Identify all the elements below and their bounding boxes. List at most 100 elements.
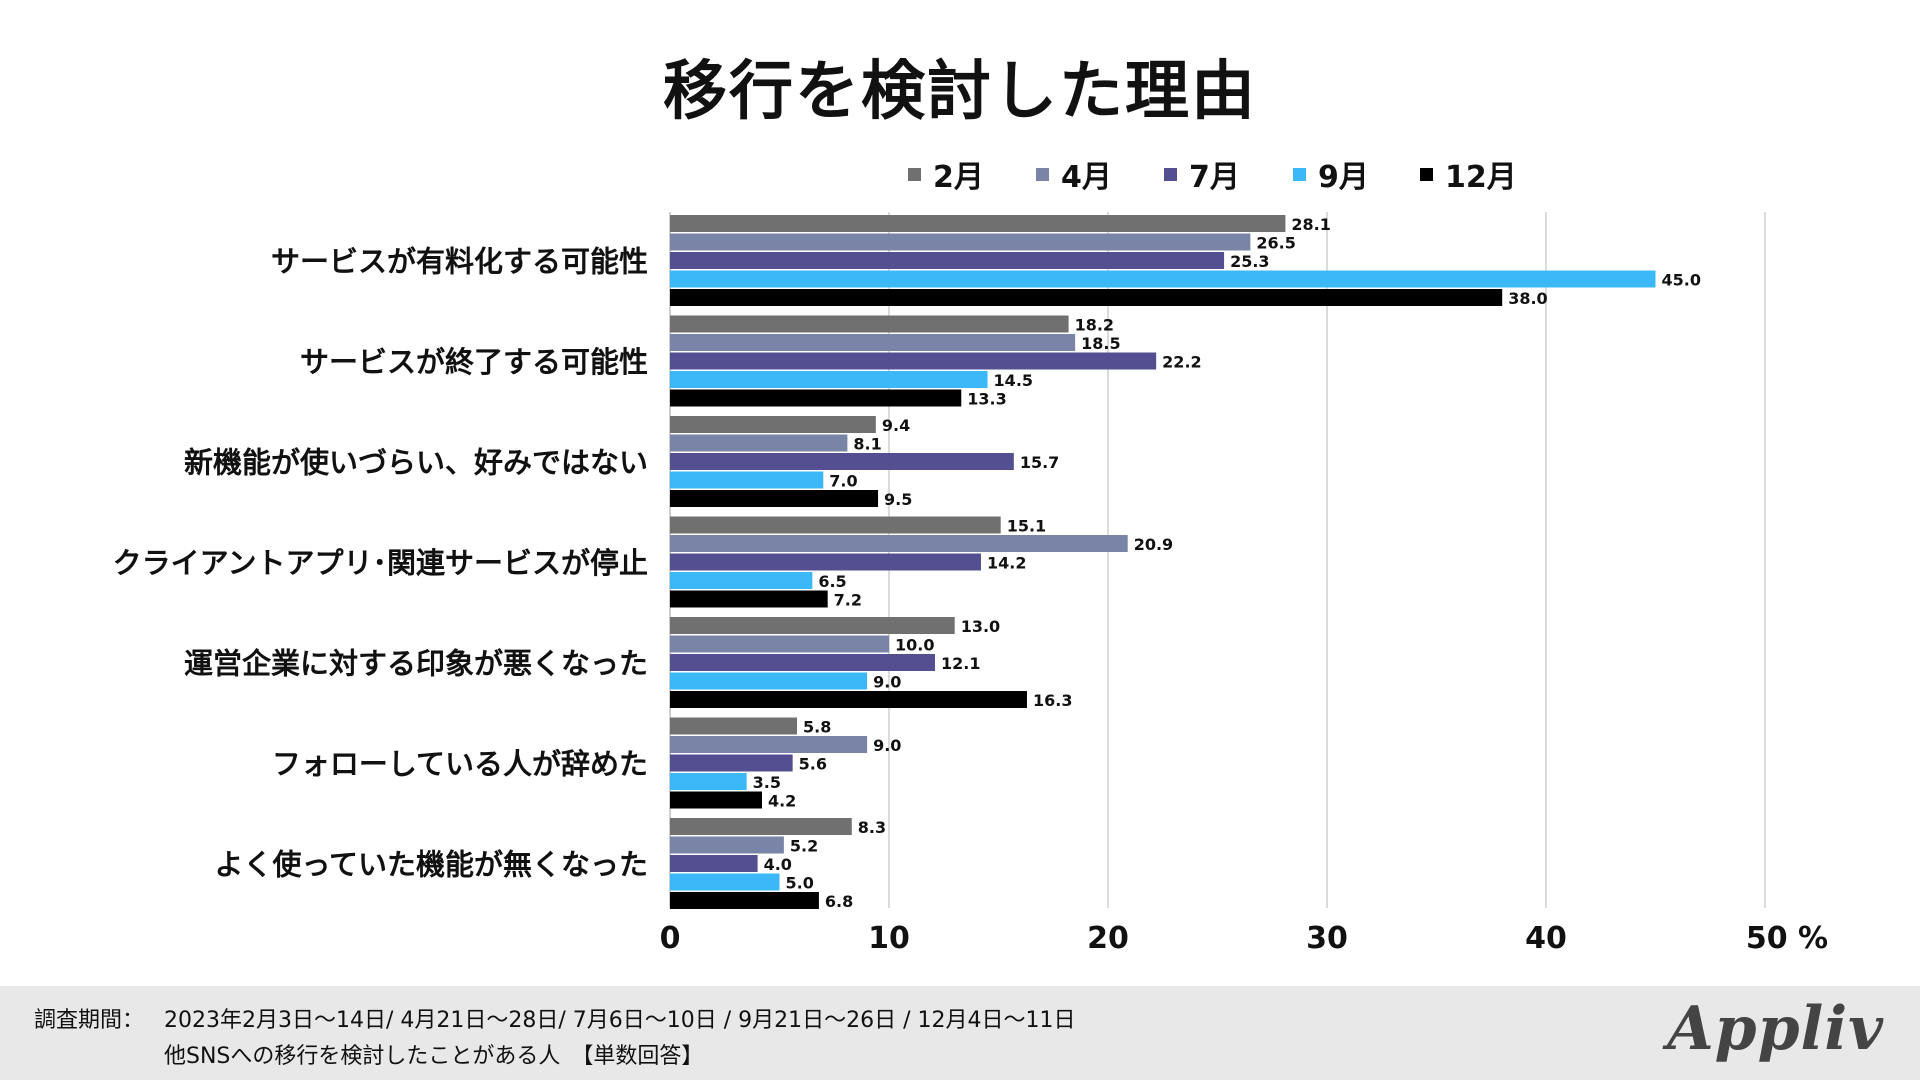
bar-value-label: 5.8 xyxy=(803,718,831,737)
survey-target-text: 他SNSへの移行を検討したことがある人 【単数回答】 xyxy=(164,1044,704,1069)
bar-value-label: 8.1 xyxy=(853,435,881,454)
bar xyxy=(670,215,1286,232)
legend-item: 4月 xyxy=(1036,152,1112,196)
legend-label: 4月 xyxy=(1061,160,1112,195)
bar-value-label: 4.2 xyxy=(768,792,796,811)
bar-value-label: 26.5 xyxy=(1256,234,1295,253)
bar-value-label: 28.1 xyxy=(1291,215,1330,234)
legend-item: 9月 xyxy=(1293,152,1369,196)
bar xyxy=(670,672,868,690)
category-label: 新機能が使いづらい、好みではない xyxy=(184,445,648,479)
bar-value-label: 38.0 xyxy=(1508,289,1547,308)
legend-item: 7月 xyxy=(1164,152,1240,196)
bar-value-label: 7.2 xyxy=(834,591,862,610)
chart-title: 移行を検討した理由 xyxy=(663,55,1257,129)
bar xyxy=(670,553,981,571)
legend-swatch xyxy=(1420,167,1433,181)
bar-value-label: 16.3 xyxy=(1033,691,1072,710)
bar xyxy=(670,416,876,433)
bar-value-label: 14.2 xyxy=(987,554,1026,573)
legend-swatch xyxy=(908,167,921,181)
bar-value-label: 13.3 xyxy=(967,390,1006,409)
bar xyxy=(670,617,955,634)
legend-label: 9月 xyxy=(1318,160,1369,195)
appliv-logo: Appliv xyxy=(1667,994,1884,1064)
bar xyxy=(670,892,819,909)
bar-value-label: 8.3 xyxy=(858,818,886,837)
bar xyxy=(670,836,784,854)
legend-swatch xyxy=(1293,167,1306,181)
bar xyxy=(670,773,747,790)
bar-value-label: 12.1 xyxy=(941,654,980,673)
bar xyxy=(670,572,813,589)
category-label: クライアントアプリ･関連サービスが停止 xyxy=(113,546,648,580)
legend-label: 2月 xyxy=(933,160,984,195)
bar xyxy=(670,691,1027,708)
bar-value-label: 14.5 xyxy=(994,371,1033,390)
bar-value-label: 20.9 xyxy=(1134,535,1173,554)
x-tick-label: 30 xyxy=(1306,921,1348,956)
category-label: 運営企業に対する印象が悪くなった xyxy=(184,646,648,680)
footer: 調査期間： 2023年2月3日〜14日/ 4月21日〜28日/ 7月6日〜10日… xyxy=(0,986,1920,1080)
survey-period-text: 2023年2月3日〜14日/ 4月21日〜28日/ 7月6日〜10日 / 9月2… xyxy=(164,1008,1076,1033)
legend-item: 2月 xyxy=(908,152,984,196)
bar xyxy=(670,654,935,671)
bar-value-label: 15.1 xyxy=(1007,517,1046,536)
legend-label: 7月 xyxy=(1189,160,1240,195)
bar-value-label: 5.6 xyxy=(799,755,827,774)
bar xyxy=(670,434,848,452)
x-tick-label: 40 xyxy=(1525,921,1567,956)
bar-value-label: 18.5 xyxy=(1081,334,1120,353)
bar xyxy=(670,371,988,388)
bar-value-label: 3.5 xyxy=(753,773,781,792)
bar-value-label: 6.8 xyxy=(825,892,853,911)
bar xyxy=(670,818,852,835)
bar xyxy=(670,389,962,407)
bar xyxy=(670,490,879,507)
bar-value-label: 5.2 xyxy=(790,837,818,856)
bar-value-label: 18.2 xyxy=(1075,316,1114,335)
bar-value-label: 45.0 xyxy=(1662,271,1701,290)
bar-chart: 0 10 20 30 40 50 % サービスが有料化する可能性 28.126.525.3 45… xyxy=(113,212,1828,956)
bar xyxy=(670,315,1069,333)
legend-swatch xyxy=(1164,167,1177,181)
bar xyxy=(670,334,1076,351)
bar-value-label: 10.0 xyxy=(895,636,934,655)
legend-item: 12月 xyxy=(1420,152,1517,196)
bar-value-label: 22.2 xyxy=(1162,353,1201,372)
bar-value-label: 9.0 xyxy=(873,673,901,692)
bar xyxy=(670,791,762,809)
category-label: よく使っていた機能が無くなった xyxy=(214,847,648,881)
chart-legend: 2月 4月 7月 9月 12月 xyxy=(0,152,1920,196)
bar xyxy=(670,855,758,872)
bar-value-label: 9.4 xyxy=(882,416,910,435)
bar-value-label: 4.0 xyxy=(764,855,792,874)
bar xyxy=(670,736,868,753)
bar xyxy=(670,535,1128,552)
bar-value-label: 9.5 xyxy=(884,490,912,509)
bar xyxy=(670,252,1225,269)
bar xyxy=(670,516,1001,534)
bar xyxy=(670,352,1157,370)
bar xyxy=(670,590,828,608)
category-label: フォローしている人が辞めた xyxy=(272,747,648,781)
bar xyxy=(670,270,1656,288)
bar xyxy=(670,289,1503,306)
bar xyxy=(670,717,798,735)
bar xyxy=(670,471,824,489)
bar xyxy=(670,233,1251,251)
bar-value-label: 13.0 xyxy=(961,617,1000,636)
x-tick-label: 20 xyxy=(1087,921,1129,956)
x-tick-label: 10 xyxy=(868,921,910,956)
bar xyxy=(670,754,793,772)
survey-period-label: 調査期間： xyxy=(34,1008,145,1033)
x-tick-label: 50 % xyxy=(1746,921,1828,956)
bar-value-label: 9.0 xyxy=(873,736,901,755)
x-tick-label: 0 xyxy=(660,921,681,956)
legend-label: 12月 xyxy=(1445,160,1517,195)
bar xyxy=(670,453,1014,470)
category-label: サービスが終了する可能性 xyxy=(300,345,648,379)
bar-value-label: 6.5 xyxy=(818,572,846,591)
bar xyxy=(670,873,780,891)
bar-value-label: 15.7 xyxy=(1020,453,1059,472)
